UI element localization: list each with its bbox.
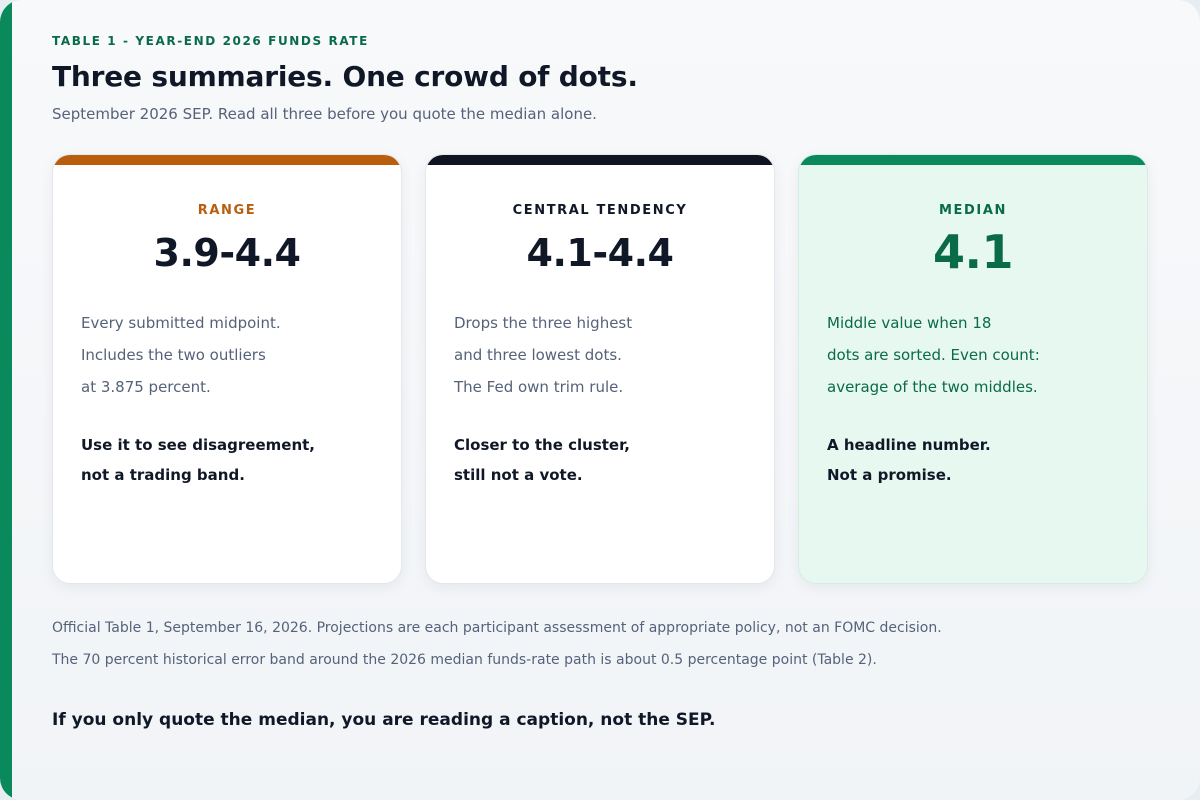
median-desc-line: average of the two middles. [827,378,1038,396]
footnote-error-band: The 70 percent historical error band aro… [52,652,877,668]
median-card-value: 4.1 [933,225,1014,279]
central-card-label: CENTRAL TENDENCY [512,203,688,218]
range-note-line: Use it to see disagreement, [81,436,315,454]
closing-statement: If you only quote the median, you are re… [52,710,716,730]
range-desc-line: Includes the two outliers [81,346,266,364]
central-card-value: 4.1-4.4 [526,231,674,275]
median-card: MEDIAN 4.1 Middle value when 18 dots are… [798,154,1148,584]
page-subtitle: September 2026 SEP. Read all three befor… [52,105,597,123]
eyebrow-label: TABLE 1 - YEAR-END 2026 FUNDS RATE [52,34,369,48]
range-card-value: 3.9-4.4 [153,231,301,275]
range-card-label: RANGE [197,203,257,218]
footnotes: Official Table 1, September 16, 2026. Pr… [52,612,1148,676]
central-card-note: Closer to the cluster, still not a vote. [454,430,750,490]
range-card-description: Every submitted midpoint. Includes the t… [81,307,377,403]
central-desc-line: Drops the three highest [454,314,633,332]
left-accent-bar [0,0,12,800]
median-desc-line: dots are sorted. Even count: [827,346,1040,364]
range-note-line: not a trading band. [81,466,245,484]
footnote-source: Official Table 1, September 16, 2026. Pr… [52,620,942,636]
central-tendency-card: CENTRAL TENDENCY 4.1-4.4 Drops the three… [425,154,775,584]
range-card: RANGE 3.9-4.4 Every submitted midpoint. … [52,154,402,584]
range-card-topbar [53,155,401,165]
median-card-description: Middle value when 18 dots are sorted. Ev… [827,307,1123,403]
median-card-label: MEDIAN [939,203,1007,218]
median-card-note: A headline number. Not a promise. [827,430,1123,490]
central-desc-line: and three lowest dots. [454,346,622,364]
range-desc-line: at 3.875 percent. [81,378,211,396]
central-card-topbar [426,155,774,165]
median-desc-line: Middle value when 18 [827,314,992,332]
range-desc-line: Every submitted midpoint. [81,314,281,332]
central-desc-line: The Fed own trim rule. [454,378,624,396]
page-title: Three summaries. One crowd of dots. [52,60,638,93]
median-note-line: Not a promise. [827,466,952,484]
central-note-line: Closer to the cluster, [454,436,630,454]
range-card-note: Use it to see disagreement, not a tradin… [81,430,377,490]
central-note-line: still not a vote. [454,466,583,484]
median-card-topbar [799,155,1147,165]
header: TABLE 1 - YEAR-END 2026 FUNDS RATE Three… [52,34,1148,123]
median-note-line: A headline number. [827,436,991,454]
central-card-description: Drops the three highest and three lowest… [454,307,750,403]
summary-cards: RANGE 3.9-4.4 Every submitted midpoint. … [52,154,1148,584]
